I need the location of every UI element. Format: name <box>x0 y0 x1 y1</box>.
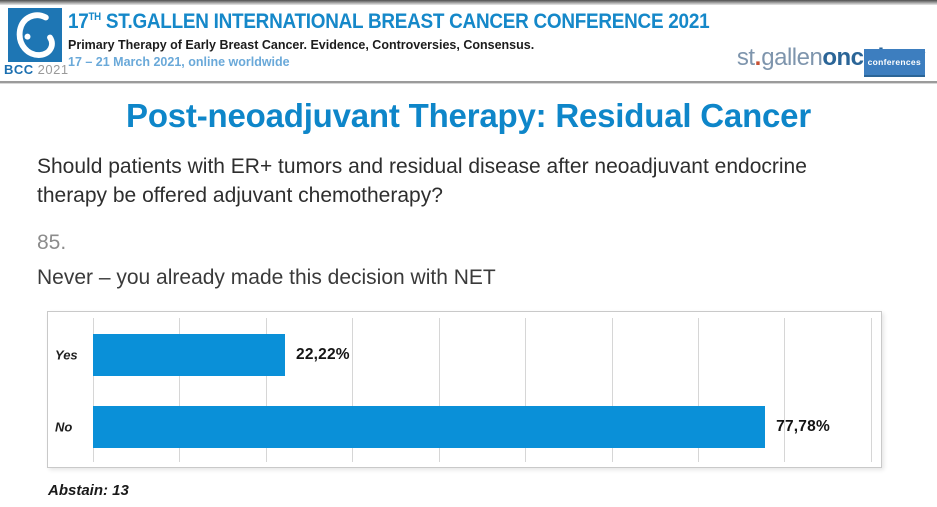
plot-area: Yes 22,22% No 77,78% <box>55 312 882 467</box>
value-label: 22,22% <box>296 346 350 363</box>
conference-dates: 17 – 21 March 2021, online worldwide <box>68 55 290 69</box>
gridline <box>784 318 786 462</box>
bar-yes <box>93 334 286 376</box>
question-number: 85. <box>37 231 67 254</box>
gridline <box>870 318 872 462</box>
header-divider <box>0 81 937 84</box>
bcc-logo <box>8 8 62 62</box>
bcc-label: BCC <box>4 62 34 77</box>
gridline <box>438 318 440 462</box>
value-label: 77,78% <box>776 418 830 435</box>
org-conferences-badge: conferences <box>863 49 925 77</box>
conference-ordinal: TH <box>88 11 102 23</box>
answer-option-text: Never – you already made this decision w… <box>37 266 496 289</box>
org-gallen: gallen <box>761 44 823 71</box>
conference-subtitle: Primary Therapy of Early Breast Cancer. … <box>68 38 535 52</box>
gridline <box>352 318 354 462</box>
top-edge-strip <box>0 0 937 5</box>
conference-number: 17 <box>68 9 89 33</box>
gridline <box>611 318 613 462</box>
org-st: st <box>736 44 755 71</box>
bcc-logo-caption: BCC 2021 <box>4 62 74 77</box>
gridline <box>697 318 699 462</box>
category-label: No <box>55 419 73 435</box>
page-title: Post-neoadjuvant Therapy: Residual Cance… <box>126 97 811 134</box>
conference-name: ST.GALLEN INTERNATIONAL BREAST CANCER CO… <box>100 9 710 33</box>
conference-header: 17TH ST.GALLEN INTERNATIONAL BREAST CANC… <box>68 9 797 69</box>
breast-drop-icon <box>16 12 55 58</box>
gridline <box>265 318 267 462</box>
question-text: Should patients with ER+ tumors and resi… <box>37 155 807 207</box>
gridline <box>525 318 527 462</box>
gridline <box>179 318 181 462</box>
gridline <box>93 318 94 462</box>
stgallen-oncology-logo: st.gallenoncology conferences <box>736 44 925 77</box>
abstain-count: Abstain: 13 <box>48 482 129 499</box>
bcc-year: 2021 <box>37 62 69 77</box>
bar-no <box>93 406 766 448</box>
conference-title: 17TH ST.GALLEN INTERNATIONAL BREAST CANC… <box>68 9 710 34</box>
category-label: Yes <box>55 347 78 363</box>
poll-bar-chart: Yes 22,22% No 77,78% <box>47 311 882 468</box>
org-dot: . <box>754 44 762 71</box>
